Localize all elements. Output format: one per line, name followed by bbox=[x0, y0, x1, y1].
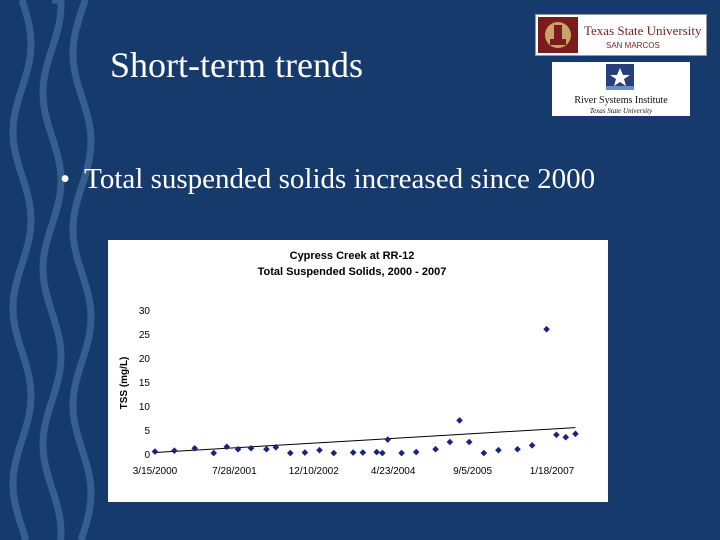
texas-state-logo: Texas State University SAN MARCOS bbox=[535, 14, 707, 56]
y-tick-label: 25 bbox=[139, 330, 151, 341]
y-tick-label: 0 bbox=[144, 450, 150, 461]
y-tick-label: 5 bbox=[144, 426, 150, 437]
data-point bbox=[456, 417, 463, 424]
data-point bbox=[330, 449, 338, 457]
logo-university-name: Texas State University bbox=[584, 23, 702, 38]
data-point bbox=[210, 449, 218, 457]
y-tick-label: 30 bbox=[139, 306, 151, 317]
y-tick-label: 10 bbox=[139, 402, 151, 413]
data-point bbox=[543, 325, 550, 333]
data-point bbox=[272, 443, 280, 451]
data-point bbox=[373, 448, 380, 456]
data-point bbox=[553, 431, 560, 439]
bullet-symbol: • bbox=[60, 163, 71, 195]
data-point bbox=[398, 449, 405, 457]
y-axis-label: TSS (mg/L) bbox=[119, 357, 130, 410]
data-point bbox=[495, 446, 502, 454]
x-tick-label: 4/23/2004 bbox=[371, 466, 416, 477]
logo-university-sub: SAN MARCOS bbox=[606, 41, 660, 50]
data-point bbox=[301, 449, 309, 456]
data-point bbox=[223, 443, 231, 451]
data-point bbox=[349, 449, 357, 456]
trend-line bbox=[154, 427, 576, 454]
x-tick-label: 1/18/2007 bbox=[530, 466, 575, 477]
data-point bbox=[528, 442, 536, 449]
chart-subtitle: Total Suspended Solids, 2000 - 2007 bbox=[258, 266, 447, 278]
data-point bbox=[432, 445, 439, 453]
river-systems-institute-logo: River Systems Institute Texas State Univ… bbox=[552, 62, 690, 116]
tss-scatter-chart: Cypress Creek at RR-12 Total Suspended S… bbox=[119, 250, 579, 477]
chart-panel: Cypress Creek at RR-12 Total Suspended S… bbox=[108, 240, 608, 502]
x-tick-label: 9/5/2005 bbox=[453, 466, 492, 477]
data-point bbox=[480, 449, 488, 457]
y-tick-label: 15 bbox=[139, 378, 151, 389]
data-point bbox=[384, 436, 392, 443]
data-point bbox=[465, 438, 473, 446]
x-tick-label: 3/15/2000 bbox=[133, 466, 178, 477]
data-point bbox=[234, 445, 242, 453]
bullet-text: Total suspended solids increased since 2… bbox=[84, 163, 596, 195]
data-point bbox=[412, 448, 420, 456]
logo-institute-name: River Systems Institute bbox=[574, 95, 668, 106]
data-point bbox=[151, 448, 159, 455]
data-point bbox=[379, 449, 386, 457]
data-point bbox=[171, 447, 178, 454]
bullet-item: • Total suspended solids increased since … bbox=[60, 163, 595, 196]
logo-institute-sub: Texas State University bbox=[590, 107, 653, 115]
data-point bbox=[247, 444, 255, 452]
x-tick-label: 12/10/2002 bbox=[289, 466, 339, 477]
x-tick-label: 7/28/2001 bbox=[212, 466, 257, 477]
data-point bbox=[562, 433, 570, 441]
data-point bbox=[263, 445, 270, 453]
data-point bbox=[514, 445, 521, 453]
data-point bbox=[316, 446, 323, 454]
data-point bbox=[359, 449, 367, 456]
data-point bbox=[572, 430, 579, 438]
slide-title: Short-term trends bbox=[110, 45, 363, 85]
y-tick-label: 20 bbox=[139, 354, 151, 365]
data-point bbox=[446, 438, 454, 446]
chart-title: Cypress Creek at RR-12 bbox=[290, 250, 415, 262]
data-point bbox=[286, 449, 294, 457]
